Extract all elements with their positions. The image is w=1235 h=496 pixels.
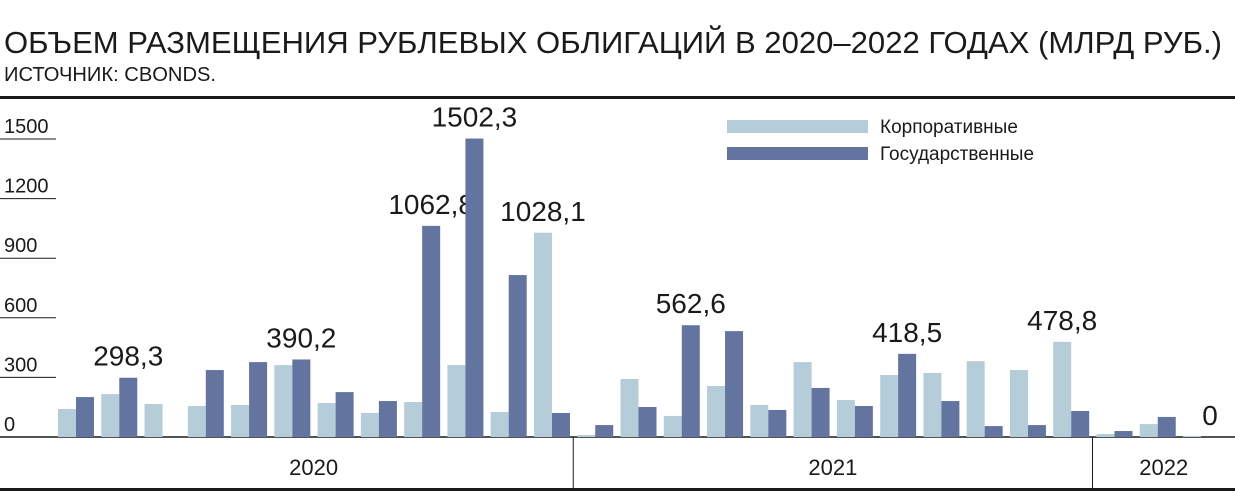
bar (205, 370, 224, 437)
bar (231, 405, 250, 437)
y-tick-label: 300 (4, 354, 37, 376)
bar (620, 378, 639, 437)
bar (1183, 436, 1202, 437)
bar (707, 385, 726, 437)
chart-title: ОБЪЕМ РАЗМЕЩЕНИЯ РУБЛЕВЫХ ОБЛИГАЦИЙ В 20… (4, 24, 1222, 60)
top-rule (0, 96, 1235, 99)
bar (811, 387, 830, 437)
bar (144, 404, 163, 437)
bar (551, 412, 570, 437)
bar (725, 331, 744, 437)
bottom-rule (0, 488, 1235, 491)
value-label: 562,6 (656, 288, 726, 319)
bar (1027, 425, 1046, 437)
value-label: 1502,3 (432, 102, 518, 133)
bar (360, 412, 379, 437)
bar (1139, 424, 1158, 437)
bar (533, 232, 552, 437)
bar (880, 375, 899, 437)
bar (1114, 431, 1133, 437)
group-label: 2021 (808, 455, 857, 480)
legend-swatch (727, 147, 868, 160)
y-tick-label: 1200 (4, 176, 49, 198)
chart-subtitle: ИСТОЧНИК: CBONDS. (4, 64, 216, 86)
bar (768, 409, 787, 437)
y-tick-label: 600 (4, 295, 37, 317)
bar (119, 377, 138, 437)
y-tick-label: 0 (4, 414, 15, 436)
group-label: 2022 (1139, 455, 1188, 480)
bar (1157, 416, 1176, 437)
value-label: 298,3 (93, 341, 163, 372)
bar (465, 138, 484, 437)
bar (750, 405, 769, 437)
bar (1009, 370, 1028, 437)
bar (335, 392, 354, 437)
bar (274, 365, 293, 437)
bar (663, 415, 682, 437)
bar (836, 400, 855, 437)
legend-swatch (727, 120, 868, 133)
bar (898, 353, 917, 437)
bar (577, 435, 596, 437)
bar (1096, 434, 1115, 437)
value-label: 478,8 (1027, 305, 1097, 336)
bar (317, 403, 336, 437)
bar (490, 411, 509, 437)
y-tick-label: 900 (4, 235, 37, 257)
y-tick-label: 1500 (4, 116, 49, 138)
bar (793, 362, 812, 437)
legend-label: Государственные (880, 144, 1034, 165)
legend-label: Корпоративные (880, 117, 1018, 138)
bar (508, 275, 527, 437)
bar (966, 361, 985, 437)
bar (923, 373, 942, 437)
bar (292, 359, 311, 437)
bar (854, 406, 873, 437)
bar (76, 397, 94, 437)
bar (422, 225, 441, 437)
bar (249, 362, 268, 437)
bar (1053, 341, 1072, 437)
bar (187, 406, 206, 437)
bar (101, 394, 120, 437)
bar (404, 402, 423, 437)
bar (941, 401, 960, 437)
bar (681, 325, 700, 437)
value-label: 1028,1 (500, 196, 586, 227)
value-label: 390,2 (266, 322, 336, 353)
group-label: 2020 (289, 455, 338, 480)
value-label: 418,5 (872, 317, 942, 348)
bar (58, 408, 76, 437)
bar (447, 365, 466, 437)
value-label: 0 (1202, 400, 1218, 431)
bar (595, 425, 614, 437)
bar (378, 401, 397, 437)
bar (638, 407, 657, 437)
value-label: 1062,8 (388, 189, 474, 220)
bar (1071, 410, 1090, 437)
bar (984, 426, 1003, 437)
